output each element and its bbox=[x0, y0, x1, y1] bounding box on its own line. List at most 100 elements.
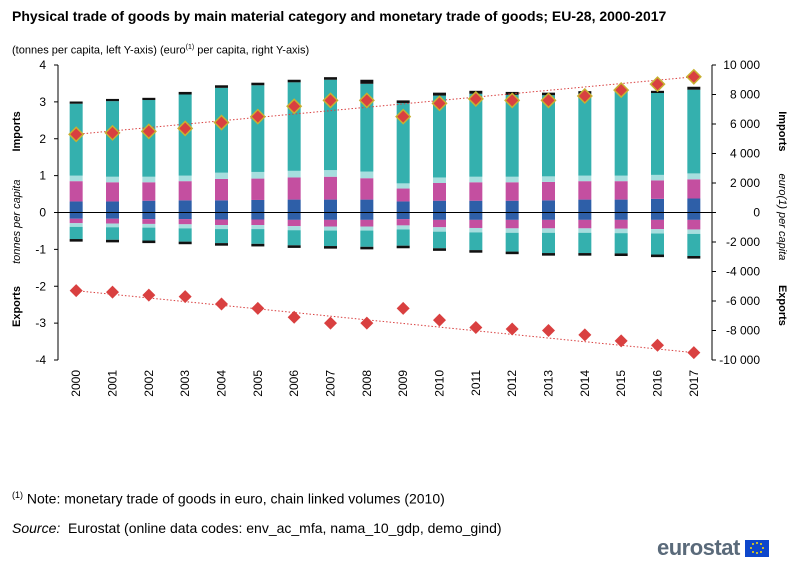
import-bar-segment bbox=[287, 177, 301, 200]
import-bar-segment bbox=[542, 200, 555, 213]
x-tick-label: 2004 bbox=[215, 370, 229, 397]
export-bar-segment bbox=[251, 225, 265, 230]
import-bar-segment bbox=[106, 182, 119, 202]
export-bar-segment bbox=[287, 219, 301, 227]
export-bar-segment bbox=[69, 226, 83, 240]
import-bar-segment bbox=[360, 171, 374, 179]
export-bar-segment bbox=[287, 230, 301, 246]
export-bar-segment bbox=[469, 219, 483, 228]
export-bar-segment bbox=[215, 219, 228, 226]
import-bar-segment bbox=[433, 200, 446, 213]
right-exports-label: Exports bbox=[776, 285, 788, 326]
export-bar-segment bbox=[142, 212, 156, 220]
right-tick-label: 2 000 bbox=[730, 176, 760, 190]
x-tick-label: 2012 bbox=[505, 370, 519, 397]
export-bar-segment bbox=[542, 253, 555, 256]
export-bar-segment bbox=[324, 230, 337, 247]
export-bar-segment bbox=[469, 250, 483, 253]
export-bar-segment bbox=[469, 212, 483, 220]
export-bar-segment bbox=[433, 231, 446, 249]
monetary-exports-point bbox=[651, 338, 664, 352]
import-bar-segment bbox=[69, 175, 83, 182]
export-bar-segment bbox=[142, 240, 156, 244]
export-bar-segment bbox=[324, 219, 337, 227]
x-tick-label: 2010 bbox=[433, 370, 447, 397]
export-bar-segment bbox=[505, 219, 519, 229]
export-bar-segment bbox=[651, 229, 664, 234]
import-bar-segment bbox=[469, 93, 483, 177]
import-bar-segment bbox=[69, 201, 83, 213]
monetary-imports-point bbox=[104, 124, 121, 141]
import-bar-segment bbox=[251, 82, 265, 86]
import-bar-segment bbox=[687, 86, 701, 90]
monetary-imports-point bbox=[213, 114, 230, 131]
export-bar-segment bbox=[178, 241, 192, 245]
export-bar-segment bbox=[578, 228, 592, 233]
left-exports-label: Exports bbox=[11, 286, 23, 327]
x-tick-label: 2017 bbox=[687, 370, 701, 397]
export-bar-segment bbox=[433, 227, 446, 232]
export-bar-segment bbox=[178, 224, 192, 229]
export-bar-segment bbox=[287, 226, 301, 231]
export-bar-segment bbox=[215, 243, 228, 246]
import-bar-segment bbox=[287, 199, 301, 213]
right-tick-label: -10 000 bbox=[719, 353, 760, 367]
x-tick-label: 2000 bbox=[69, 370, 83, 397]
import-bar-segment bbox=[614, 199, 628, 213]
export-bar-segment bbox=[505, 212, 519, 220]
export-bar-segment bbox=[106, 212, 119, 219]
import-bar-segment bbox=[324, 170, 337, 177]
export-bar-segment bbox=[324, 226, 337, 231]
import-bar-segment bbox=[287, 170, 301, 178]
import-bar-segment bbox=[106, 98, 119, 102]
left-tick-label: 0 bbox=[39, 206, 46, 220]
export-bar-segment bbox=[69, 239, 83, 242]
import-bar-segment bbox=[542, 95, 555, 177]
x-tick-label: 2005 bbox=[251, 370, 265, 397]
right-tick-label: 10 000 bbox=[723, 58, 760, 72]
export-bar-segment bbox=[651, 233, 664, 255]
import-bar-segment bbox=[505, 182, 519, 201]
export-bar-segment bbox=[505, 228, 519, 233]
export-bar-segment bbox=[505, 232, 519, 252]
export-bar-segment bbox=[324, 246, 337, 249]
monetary-imports-point bbox=[322, 92, 339, 109]
monetary-imports-point bbox=[504, 92, 521, 109]
import-bar-segment bbox=[651, 174, 664, 181]
source-text: Eurostat (online data codes: env_ac_mfa,… bbox=[68, 520, 502, 536]
import-bar-segment bbox=[505, 200, 519, 213]
export-bar-segment bbox=[69, 212, 83, 219]
x-tick-label: 2009 bbox=[396, 370, 410, 397]
import-bar-segment bbox=[106, 201, 119, 213]
import-bar-segment bbox=[578, 175, 592, 182]
export-bar-segment bbox=[542, 212, 555, 220]
import-bar-segment bbox=[360, 83, 374, 172]
export-bar-segment bbox=[505, 251, 519, 255]
x-tick-label: 2002 bbox=[142, 370, 156, 397]
export-bar-segment bbox=[215, 212, 228, 220]
monetary-imports-point bbox=[467, 90, 484, 107]
import-bar-segment bbox=[469, 200, 483, 213]
monetary-imports-point bbox=[358, 92, 375, 109]
import-bar-segment bbox=[324, 77, 337, 80]
monetary-exports-point bbox=[251, 301, 265, 315]
export-bar-segment bbox=[215, 225, 228, 230]
export-bar-segment bbox=[542, 232, 555, 254]
export-bar-segment bbox=[396, 212, 410, 220]
right-tick-label: -4 000 bbox=[726, 265, 760, 279]
import-bar-segment bbox=[396, 183, 410, 189]
import-bar-segment bbox=[178, 175, 192, 182]
right-tick-label: 0 bbox=[753, 206, 760, 220]
export-bar-segment bbox=[287, 245, 301, 248]
left-tick-label: -4 bbox=[35, 353, 46, 367]
monetary-imports-point bbox=[613, 82, 630, 99]
chart-svg: 4 3 2 1 0 -1 -2 -3 -4 10 000 8 000 6 000 4 000 2 000 0… bbox=[11, 58, 788, 397]
import-bar-segment bbox=[215, 85, 228, 88]
export-bar-segment bbox=[396, 225, 410, 230]
monetary-exports-point bbox=[687, 346, 701, 360]
import-bar-segment bbox=[651, 93, 664, 175]
source-line: Source: Eurostat (online data codes: env… bbox=[12, 520, 502, 536]
x-tick-label: 2006 bbox=[287, 370, 301, 397]
import-bar-segment bbox=[469, 182, 483, 201]
monetary-exports-point bbox=[215, 297, 228, 311]
